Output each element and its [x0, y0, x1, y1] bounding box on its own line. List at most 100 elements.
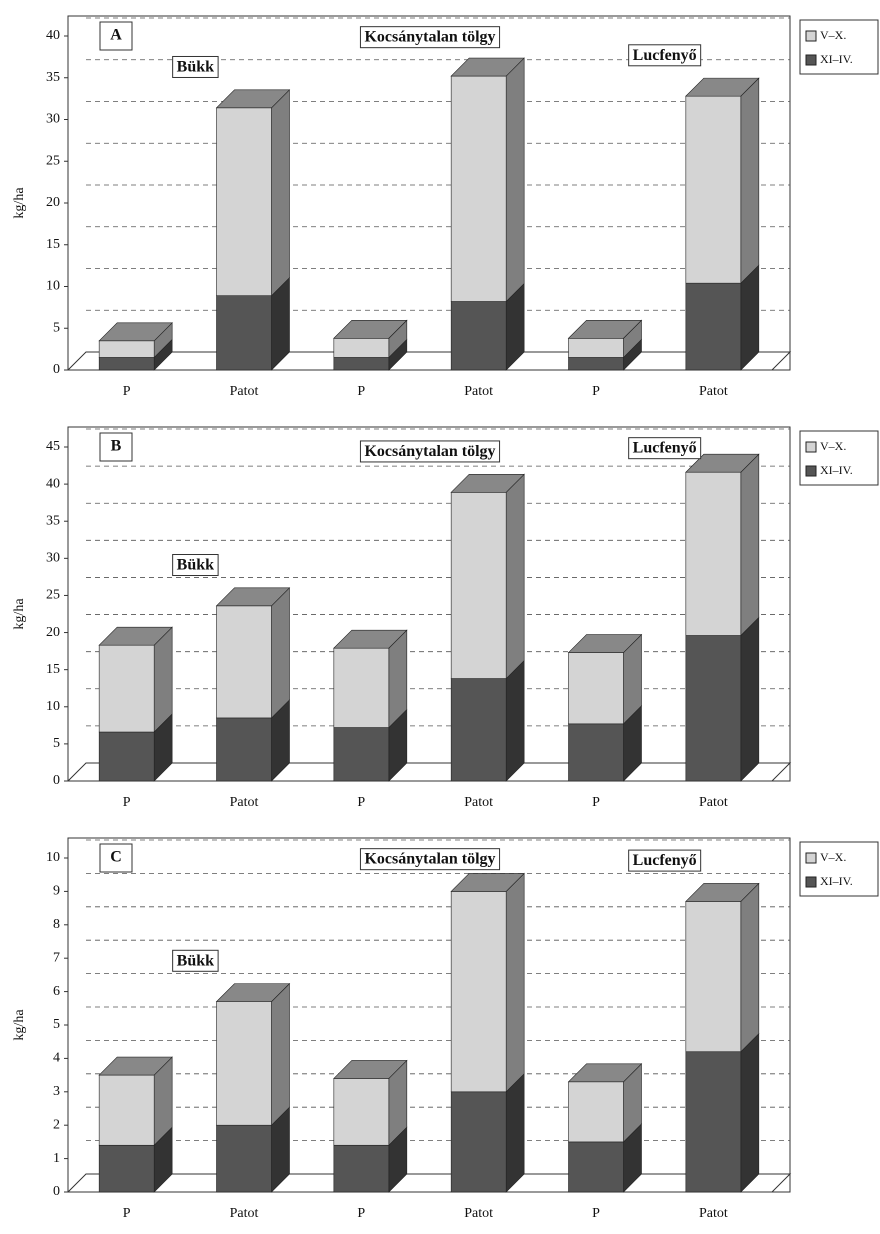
y-tick-label: 1: [53, 1151, 60, 1166]
group-label: Kocsánytalan tölgy: [364, 29, 495, 46]
y-tick-label: 0: [53, 1184, 60, 1199]
group-label-box: [172, 55, 219, 78]
bar: [216, 107, 272, 296]
legend-swatch: [805, 852, 817, 864]
bar: [450, 75, 507, 302]
y-tick-label: 25: [46, 153, 60, 168]
bar-top: [450, 473, 525, 493]
group-label: Lucfenyő: [633, 440, 697, 457]
bar: [685, 471, 742, 636]
y-tick-label: 2: [53, 1117, 60, 1132]
x-tick-label: P: [592, 795, 600, 810]
bar: [450, 891, 507, 1093]
x-tick-label: P: [123, 795, 131, 810]
y-axis-label: kg/ha: [12, 187, 27, 219]
bar-top: [215, 983, 291, 1002]
y-tick-label: 15: [46, 662, 60, 677]
bar: [685, 95, 742, 284]
group-label-box: [359, 26, 501, 49]
x-tick-label: P: [357, 1206, 365, 1221]
bar: [98, 1144, 155, 1193]
y-tick-label: 3: [53, 1084, 60, 1099]
x-tick-label: Patot: [464, 1206, 493, 1221]
x-tick-label: Patot: [230, 384, 259, 399]
y-tick-label: 10: [46, 279, 60, 294]
y-tick-label: 9: [53, 884, 60, 899]
bar: [568, 1081, 624, 1143]
x-tick-label: P: [357, 384, 365, 399]
bar-side: [505, 57, 525, 303]
group-label-box: [359, 848, 501, 871]
bar: [450, 678, 507, 782]
y-tick-label: 4: [53, 1051, 60, 1066]
bar-side: [740, 882, 760, 1053]
bar-top: [215, 89, 291, 109]
bar: [333, 647, 390, 728]
x-tick-label: P: [592, 384, 600, 399]
bar: [685, 901, 742, 1053]
bar: [98, 731, 155, 782]
bar-side: [740, 77, 760, 284]
legend-label: XI–IV.: [820, 874, 853, 888]
bar: [333, 1144, 390, 1193]
legend-swatch: [805, 876, 817, 888]
y-tick-label: 8: [53, 917, 60, 932]
bar-side: [271, 587, 290, 719]
x-tick-label: P: [592, 1206, 600, 1221]
bar-top: [567, 1063, 643, 1083]
bar: [98, 357, 155, 371]
bar-top: [333, 629, 408, 649]
y-tick-label: 5: [53, 320, 60, 335]
y-tick-label: 40: [46, 476, 60, 491]
bar: [685, 282, 742, 371]
x-tick-label: Patot: [699, 384, 728, 399]
group-label: Bükk: [177, 557, 214, 574]
bar: [568, 337, 624, 358]
group-label-box: [628, 437, 702, 460]
x-tick-label: Patot: [230, 795, 259, 810]
y-tick-label: 0: [53, 773, 60, 788]
bar: [333, 337, 390, 358]
plot-frame: [67, 837, 791, 1193]
bar: [98, 644, 155, 733]
bar-top: [685, 883, 760, 902]
y-tick-label: 25: [46, 588, 60, 603]
x-tick-label: P: [123, 1206, 131, 1221]
group-label: Bükk: [177, 58, 214, 75]
bar-top: [333, 1060, 408, 1079]
bar-side: [740, 453, 760, 637]
panel-label: C: [110, 849, 122, 866]
group-label: Lucfenyő: [633, 852, 697, 869]
bar-top: [215, 587, 291, 607]
bar: [333, 1078, 390, 1146]
bar-side: [153, 626, 173, 733]
bar-side: [740, 264, 760, 371]
y-tick-label: 40: [46, 28, 60, 43]
x-tick-label: Patot: [464, 384, 493, 399]
bar-side: [505, 872, 525, 1093]
y-tick-label: 10: [46, 850, 60, 865]
bar: [216, 605, 272, 719]
y-axis-label: kg/ha: [12, 1009, 27, 1041]
y-tick-label: 35: [46, 70, 60, 85]
group-label: Kocsánytalan tölgy: [364, 443, 495, 460]
bar: [216, 295, 272, 371]
floor: [66, 1173, 792, 1193]
y-tick-label: 45: [46, 439, 60, 454]
legend-swatch: [805, 30, 817, 42]
legend-swatch: [805, 54, 817, 66]
bar: [568, 652, 624, 725]
legend-swatch: [805, 441, 817, 453]
legend-label: V–X.: [820, 28, 846, 42]
bar-top: [98, 626, 173, 646]
y-tick-label: 6: [53, 984, 60, 999]
y-tick-label: 35: [46, 513, 60, 528]
bar: [216, 1124, 272, 1193]
x-tick-label: P: [123, 384, 131, 399]
bar-top: [98, 322, 173, 342]
bar: [98, 1074, 155, 1146]
legend-label: V–X.: [820, 439, 846, 453]
bar: [216, 1001, 272, 1126]
y-tick-label: 0: [53, 362, 60, 377]
